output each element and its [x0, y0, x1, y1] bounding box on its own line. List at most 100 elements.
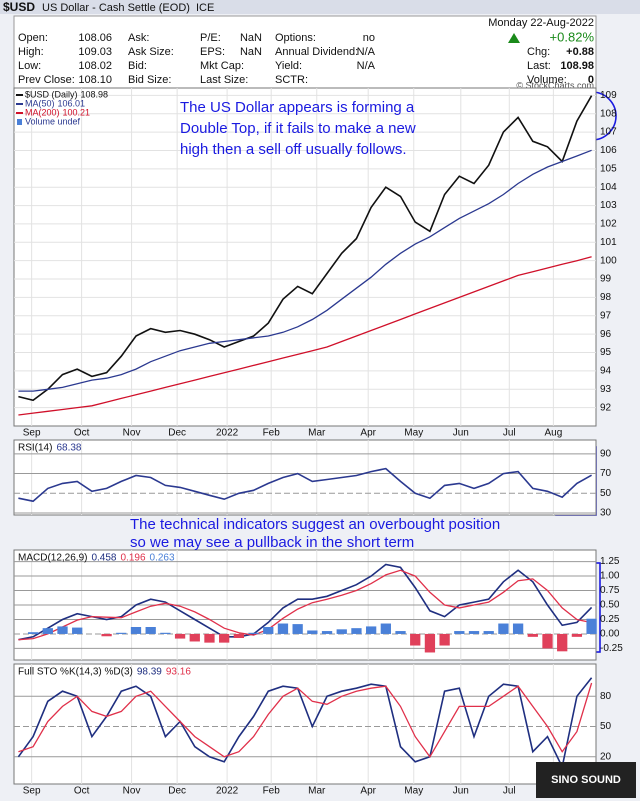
histogram-bar [101, 633, 112, 637]
field-value: 0 [588, 74, 594, 86]
field-value: no [363, 32, 375, 44]
field-label: Annual Dividend: [275, 46, 358, 58]
y-tick-label: 94 [600, 366, 612, 377]
y-tick-label: 20 [600, 751, 612, 762]
x-tick-label: Nov [123, 428, 141, 439]
field-label: P/E: [200, 32, 221, 44]
field-label: Chg: [527, 46, 550, 58]
y-tick-label: 100 [600, 255, 617, 266]
x-tick-label: Mar [308, 786, 326, 797]
x-tick-label: 2022 [216, 428, 239, 439]
y-tick-label: 90 [600, 448, 612, 459]
field-value: 108.10 [78, 74, 112, 86]
histogram-bar [27, 632, 39, 634]
legend-extra: Volume undef [25, 116, 81, 126]
panel [13, 87, 597, 427]
series-line [18, 682, 593, 758]
y-tick-label: 70 [600, 468, 612, 479]
histogram-bar [263, 627, 274, 634]
histogram-bar [204, 633, 215, 643]
histogram-bar [380, 623, 391, 634]
legend-name: $USD (Daily) [25, 89, 78, 99]
x-tick-label: May [404, 428, 423, 439]
histogram-bar [424, 633, 436, 653]
field-value: N/A [357, 46, 376, 58]
x-tick-label: Feb [263, 428, 281, 439]
x-tick-label: Jun [453, 786, 469, 797]
x-tick-label: Sep [23, 428, 41, 439]
x-tick-label: Sep [23, 786, 41, 797]
field-value: +0.88 [566, 46, 594, 58]
histogram-bar [130, 627, 142, 634]
field-label: Mkt Cap: [200, 60, 244, 72]
legend-swatch [17, 119, 22, 125]
legend-value: 108.98 [81, 89, 109, 99]
histogram-bar [145, 627, 156, 634]
field-value: 108.02 [78, 60, 112, 72]
x-tick-label: Dec [168, 786, 186, 797]
y-tick-label: 96 [600, 329, 612, 340]
histogram-bar [557, 633, 568, 652]
info-box [13, 15, 597, 89]
legend-value: 98.39 [137, 667, 162, 678]
up-arrow [508, 33, 520, 43]
y-tick-label: 0.75 [600, 585, 620, 596]
y-tick-label: 109 [600, 90, 617, 101]
legend-name: MA(200) [25, 107, 60, 117]
y-tick-label: 93 [600, 384, 612, 395]
x-tick-label: Apr [360, 786, 376, 797]
histogram-bar [174, 633, 186, 639]
field-value: 108.06 [78, 32, 112, 44]
legend-value: 100.21 [63, 107, 91, 117]
histogram-bar [468, 631, 480, 634]
x-tick-label: Jul [503, 428, 516, 439]
annotation: The US Dollar appears is forming a [180, 99, 415, 116]
y-tick-label: -0.25 [600, 643, 623, 654]
y-tick-label: 92 [600, 402, 612, 413]
histogram-bar [219, 633, 230, 643]
y-tick-label: 99 [600, 274, 612, 285]
series-line [17, 677, 593, 770]
histogram-bar [160, 632, 171, 634]
y-tick-label: 1.25 [600, 556, 620, 567]
exchange: ICE [196, 2, 214, 14]
x-tick-label: Apr [360, 428, 376, 439]
change-pct: +0.82% [550, 29, 595, 44]
annotation: so we may see a pullback in the short te… [130, 534, 414, 551]
field-label: SCTR: [275, 74, 308, 86]
histogram-bar [571, 633, 583, 637]
panel-title: RSI(14) [18, 443, 52, 454]
y-tick-label: 105 [600, 163, 617, 174]
logo-box [536, 762, 636, 798]
symbol: $USD [3, 0, 35, 14]
legend-value: 68.38 [56, 443, 81, 454]
y-tick-label: 0.50 [600, 600, 620, 611]
y-tick-label: 104 [600, 182, 617, 193]
watermark: © StockCharts.com [516, 80, 594, 90]
histogram-bar [498, 623, 509, 634]
annotation: The technical indicators suggest an over… [130, 516, 500, 533]
logo: SINO SOUND [551, 774, 621, 786]
series-line [18, 467, 592, 503]
histogram-bar [116, 632, 127, 634]
histogram-bar [233, 633, 245, 638]
series-line [18, 256, 592, 416]
field-label: Last: [527, 60, 551, 72]
y-tick-label: 101 [600, 237, 617, 248]
legend-name: MA(50) [25, 98, 55, 108]
field-label: Open: [18, 32, 48, 44]
field-value: NaN [240, 32, 262, 44]
histogram-bar [527, 633, 538, 637]
field-label: Prev Close: [18, 74, 75, 86]
y-tick-label: 30 [600, 508, 612, 519]
field-label: Yield: [275, 60, 302, 72]
histogram-bar [189, 633, 200, 642]
histogram-bar [351, 628, 362, 634]
histogram-bar [72, 627, 83, 634]
field-label: Ask Size: [128, 46, 174, 58]
field-label: Options: [275, 32, 316, 44]
field-label: Bid: [128, 60, 147, 72]
histogram-bar [395, 631, 406, 634]
histogram-bar [292, 624, 303, 634]
